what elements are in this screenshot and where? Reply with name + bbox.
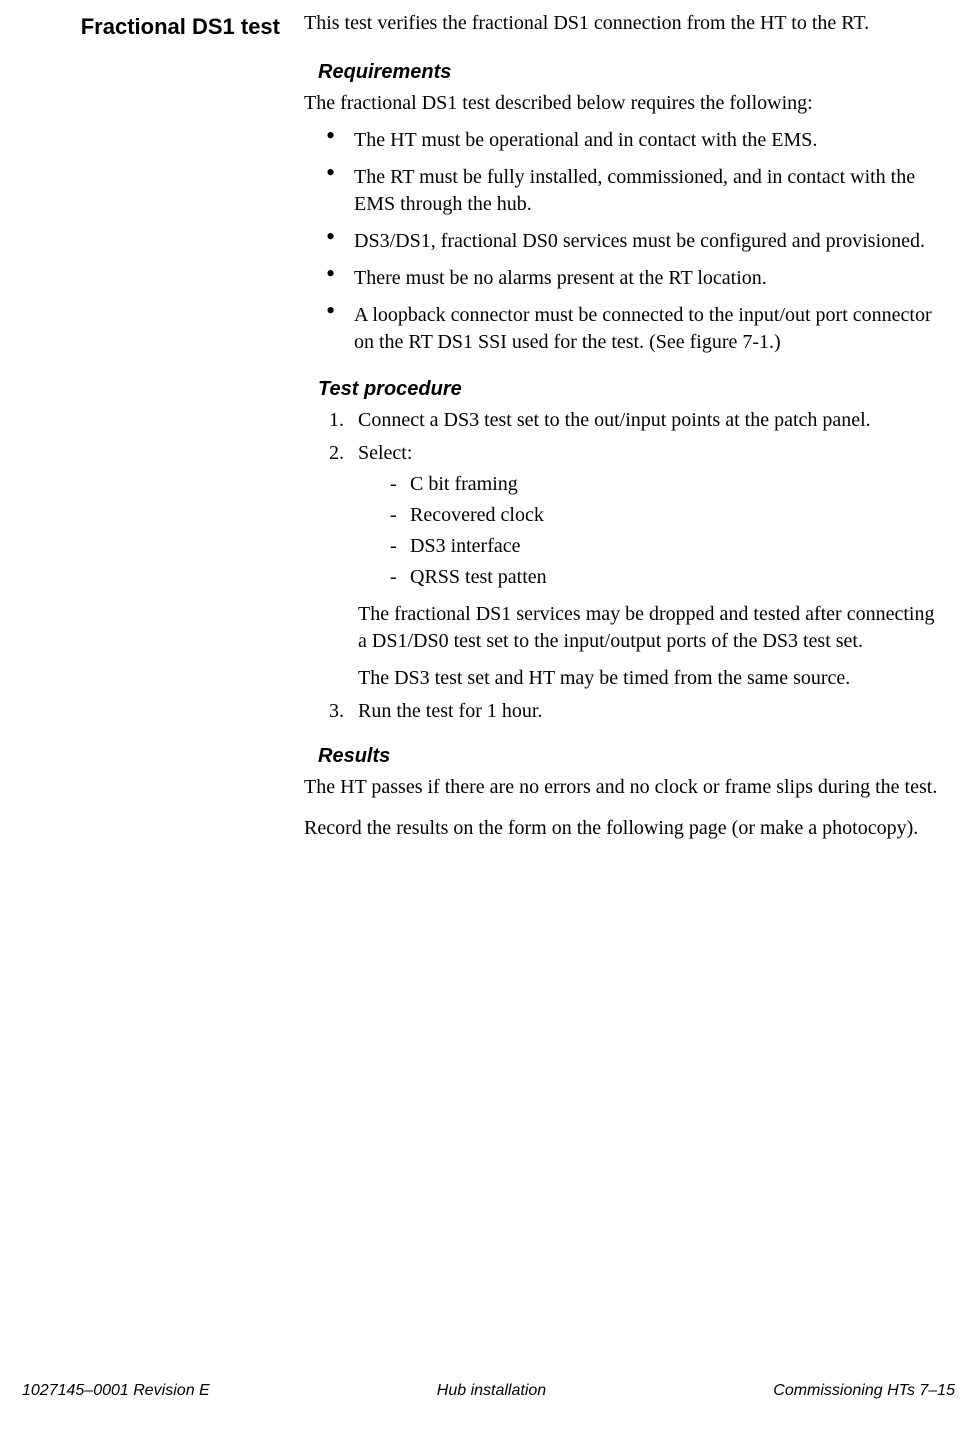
procedure-list: 1. Connect a DS3 test set to the out/inp… [316,407,941,725]
procedure-note: The DS3 test set and HT may be timed fro… [358,665,941,692]
list-item: DS3 interface [390,533,941,560]
step-text: Connect a DS3 test set to the out/input … [358,409,871,431]
results-text: The HT passes if there are no errors and… [304,774,941,801]
footer-right: Commissioning HTs 7–15 [773,1380,955,1402]
page-footer: 1027145–0001 Revision E Hub installation… [0,1380,977,1402]
step-text: Select: [358,442,412,464]
sub-list: C bit framing Recovered clock DS3 interf… [390,471,941,591]
list-item: The HT must be operational and in contac… [326,127,941,154]
side-column: Fractional DS1 test [20,10,280,856]
step-number: 2. [316,440,344,467]
list-item: The RT must be fully installed, commissi… [326,164,941,218]
requirements-heading: Requirements [318,59,941,86]
procedure-note: The fractional DS1 services may be dropp… [358,601,941,655]
step-number: 3. [316,698,344,725]
section-title: Fractional DS1 test [20,12,280,42]
footer-left: 1027145–0001 Revision E [22,1380,210,1402]
procedure-step: 3. Run the test for 1 hour. [316,698,941,725]
list-item: A loopback connector must be connected t… [326,302,941,356]
footer-center: Hub installation [437,1380,546,1402]
procedure-step: 2. Select: C bit framing Recovered clock… [316,440,941,692]
intro-text: This test verifies the fractional DS1 co… [304,10,941,37]
procedure-heading: Test procedure [318,376,941,403]
list-item: DS3/DS1, fractional DS0 services must be… [326,228,941,255]
requirements-intro: The fractional DS1 test described below … [304,90,941,117]
list-item: There must be no alarms present at the R… [326,265,941,292]
results-heading: Results [318,743,941,770]
main-column: This test verifies the fractional DS1 co… [304,10,957,856]
requirements-list: The HT must be operational and in contac… [326,127,941,356]
procedure-step: 1. Connect a DS3 test set to the out/inp… [316,407,941,434]
list-item: Recovered clock [390,502,941,529]
results-text: Record the results on the form on the fo… [304,815,941,842]
list-item: C bit framing [390,471,941,498]
step-text: Run the test for 1 hour. [358,700,542,722]
step-number: 1. [316,407,344,434]
page-body: Fractional DS1 test This test verifies t… [20,10,957,856]
list-item: QRSS test patten [390,564,941,591]
